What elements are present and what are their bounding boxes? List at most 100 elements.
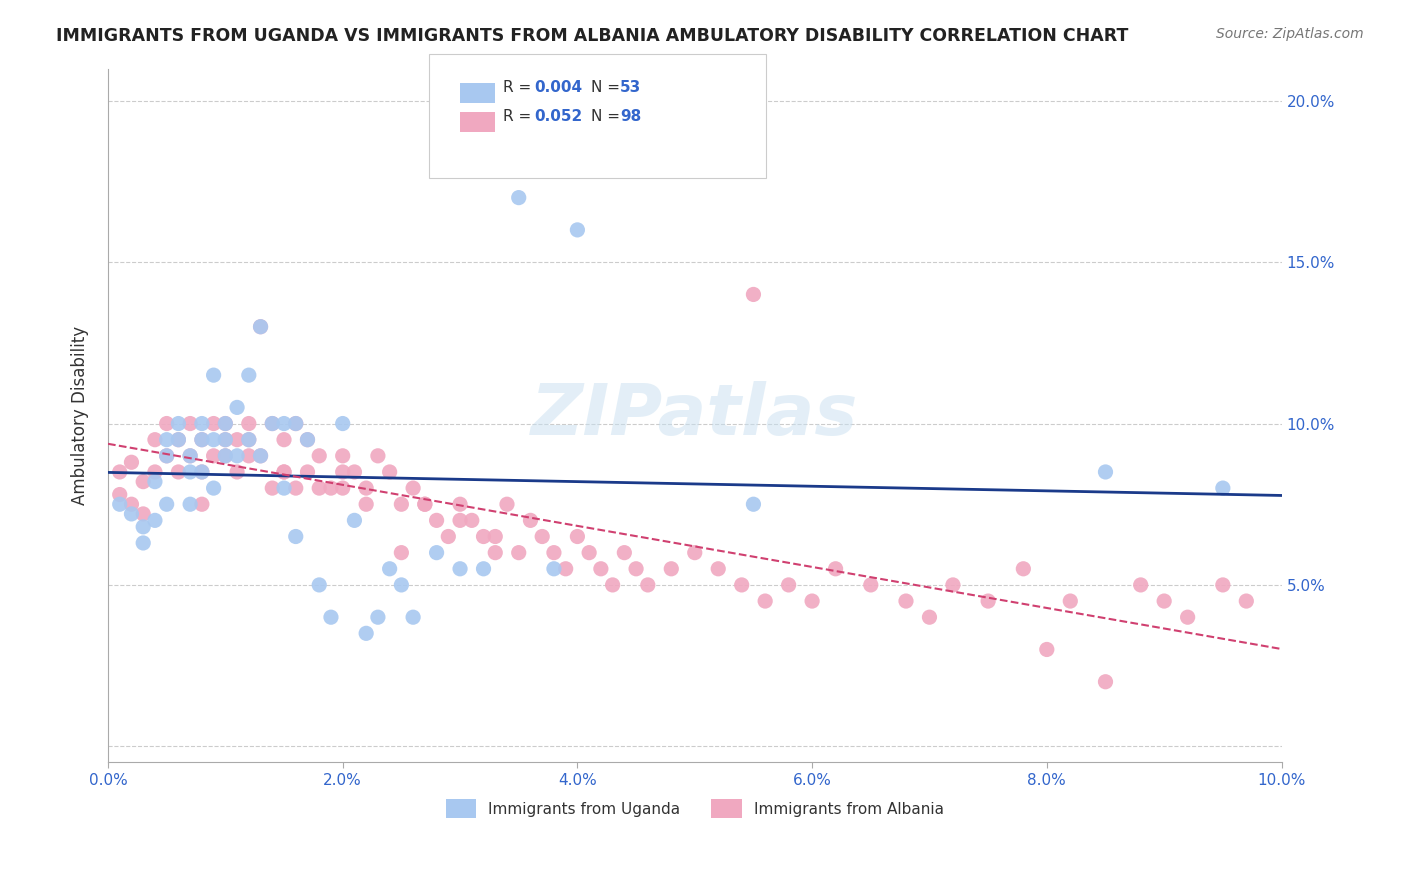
Point: [262, 417, 284, 431]
Point: [613, 546, 636, 560]
Point: [519, 513, 541, 527]
Point: [214, 433, 236, 447]
Point: [297, 433, 319, 447]
Point: [801, 594, 824, 608]
Point: [167, 417, 190, 431]
Point: [191, 497, 214, 511]
Point: [214, 433, 236, 447]
Point: [202, 368, 225, 383]
Point: [249, 319, 271, 334]
Point: [202, 417, 225, 431]
Point: [742, 497, 765, 511]
Point: [132, 475, 155, 489]
Point: [108, 487, 131, 501]
Point: [284, 417, 307, 431]
Point: [659, 562, 682, 576]
Point: [249, 449, 271, 463]
Legend: Immigrants from Uganda, Immigrants from Albania: Immigrants from Uganda, Immigrants from …: [440, 793, 950, 824]
Point: [778, 578, 800, 592]
Point: [354, 497, 377, 511]
Point: [156, 433, 179, 447]
Point: [449, 562, 471, 576]
Point: [238, 417, 260, 431]
Text: ZIPatlas: ZIPatlas: [531, 381, 859, 450]
Point: [167, 465, 190, 479]
Point: [179, 497, 201, 511]
Point: [284, 529, 307, 543]
Point: [402, 610, 425, 624]
Point: [179, 449, 201, 463]
Point: [402, 481, 425, 495]
Point: [143, 465, 166, 479]
Point: [202, 481, 225, 495]
Point: [167, 433, 190, 447]
Point: [156, 449, 179, 463]
Point: [894, 594, 917, 608]
Point: [308, 449, 330, 463]
Point: [202, 449, 225, 463]
Point: [472, 529, 495, 543]
Point: [624, 562, 647, 576]
Point: [1129, 578, 1152, 592]
Point: [367, 449, 389, 463]
Point: [413, 497, 436, 511]
Point: [378, 465, 401, 479]
Point: [202, 433, 225, 447]
Point: [214, 449, 236, 463]
Text: N =: N =: [591, 80, 624, 95]
Point: [354, 481, 377, 495]
Text: 0.052: 0.052: [534, 110, 582, 124]
Point: [143, 433, 166, 447]
Point: [426, 546, 449, 560]
Point: [332, 449, 354, 463]
Point: [472, 562, 495, 576]
Point: [226, 433, 249, 447]
Point: [191, 433, 214, 447]
Point: [1036, 642, 1059, 657]
Point: [120, 497, 142, 511]
Point: [132, 520, 155, 534]
Point: [238, 449, 260, 463]
Point: [226, 465, 249, 479]
Point: [437, 529, 460, 543]
Point: [1094, 674, 1116, 689]
Point: [637, 578, 659, 592]
Point: [167, 433, 190, 447]
Point: [484, 546, 506, 560]
Text: Source: ZipAtlas.com: Source: ZipAtlas.com: [1216, 27, 1364, 41]
Point: [1012, 562, 1035, 576]
Point: [238, 433, 260, 447]
Point: [449, 497, 471, 511]
Point: [859, 578, 882, 592]
Point: [1234, 594, 1257, 608]
Point: [578, 546, 600, 560]
Point: [508, 191, 530, 205]
Text: R =: R =: [503, 80, 537, 95]
Point: [484, 529, 506, 543]
Point: [308, 578, 330, 592]
Point: [378, 562, 401, 576]
Point: [531, 529, 554, 543]
Point: [461, 513, 484, 527]
Point: [262, 417, 284, 431]
Point: [191, 465, 214, 479]
Point: [214, 417, 236, 431]
Point: [214, 449, 236, 463]
Point: [683, 546, 706, 560]
Text: 0.004: 0.004: [534, 80, 582, 95]
Text: IMMIGRANTS FROM UGANDA VS IMMIGRANTS FROM ALBANIA AMBULATORY DISABILITY CORRELAT: IMMIGRANTS FROM UGANDA VS IMMIGRANTS FRO…: [56, 27, 1129, 45]
Point: [297, 465, 319, 479]
Point: [496, 497, 519, 511]
Point: [120, 455, 142, 469]
Point: [543, 562, 565, 576]
Point: [332, 465, 354, 479]
Point: [249, 319, 271, 334]
Point: [284, 417, 307, 431]
Point: [1094, 465, 1116, 479]
Point: [156, 449, 179, 463]
Point: [132, 536, 155, 550]
Point: [731, 578, 754, 592]
Point: [132, 507, 155, 521]
Point: [120, 507, 142, 521]
Point: [742, 287, 765, 301]
